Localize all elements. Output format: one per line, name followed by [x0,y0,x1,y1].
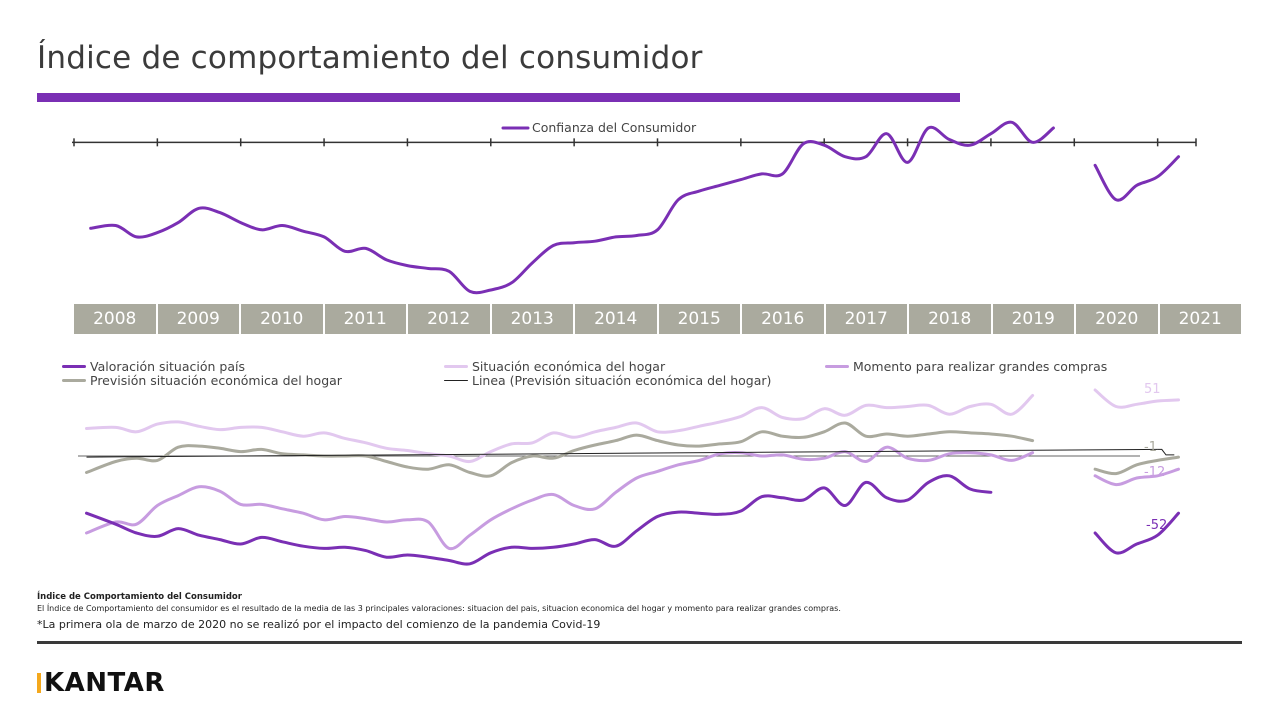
legend-swatch-prevision [62,379,86,382]
end-label-minus-1: -1 [1144,440,1157,455]
year-label-2021: 2021 [1159,304,1241,334]
year-label-2018: 2018 [909,304,993,334]
footnotes: Índice de Comportamiento del Consumidor … [37,592,1247,632]
legend-label-compras: Momento para realizar grandes compras [853,359,1108,374]
legend-linea: Linea (Previsión situación económica del… [444,373,771,388]
confianza-chart: Confianza del Consumidor [72,120,1197,295]
series-line-situación-económica-del-hogar [1093,388,1180,409]
year-label-2020: 2020 [1076,304,1160,334]
page-title: Índice de comportamiento del consumidor [37,40,703,76]
chart1-legend-label: Confianza del Consumidor [532,120,697,135]
legend-label-prevision: Previsión situación económica del hogar [90,373,342,388]
kantar-logo: KANTAR [37,668,165,698]
series-line-valoración-situación-país [1093,511,1180,555]
series-line-momento-para-realizar-grandes-compras [1093,467,1180,487]
series-line-confianza [1093,155,1180,202]
legend-compras: Momento para realizar grandes compras [825,359,1107,374]
series-line-previsión-situación-económica-del-hogar [85,421,1035,478]
series-line-previsión-situación-económica-del-hogar [1093,455,1180,476]
series-line-situación-económica-del-hogar [85,394,1035,464]
end-label-minus-52: -52 [1146,518,1167,533]
year-label-2016: 2016 [742,304,826,334]
charts-canvas: Confianza del Consumidor 51 -1 -12 -52 [72,120,1197,566]
trendline-prevision [86,448,1158,458]
legend-pais: Valoración situación país [62,359,245,374]
legend-prevision: Previsión situación económica del hogar [62,373,342,388]
footer-divider [37,641,1242,644]
legend-label-linea: Linea (Previsión situación económica del… [472,373,772,388]
kantar-logo-mark [37,673,41,693]
year-label-2013: 2013 [491,304,575,334]
legend-swatch-pais [62,365,86,368]
legend-label-hogar: Situación económica del hogar [472,359,666,374]
title-accent-bar [37,93,960,102]
note-text: El Índice de Comportamiento del consumid… [37,604,841,613]
year-label-2019: 2019 [992,304,1076,334]
series-line-momento-para-realizar-grandes-compras [85,445,1035,551]
legend-swatch-hogar [444,365,468,368]
kantar-logo-text: KANTAR [44,668,165,698]
series-line-valoración-situación-país [85,474,993,566]
year-label-2017: 2017 [825,304,909,334]
year-label-2012: 2012 [408,304,492,334]
end-label-51: 51 [1144,382,1161,397]
end-label-minus-12: -12 [1144,465,1165,480]
year-axis-strip: 2008 2009 2010 2011 2012 2013 2014 2015 2016 2017… [74,304,1241,334]
year-label-2015: 2015 [658,304,742,334]
series-line-confianza [89,120,1055,295]
year-label-2009: 2009 [157,304,241,334]
note-title: Índice de Comportamiento del Consumidor [37,592,242,602]
legend-swatch-compras [825,365,849,368]
year-label-2008: 2008 [74,304,158,334]
note-covid: *La primera ola de marzo de 2020 no se r… [37,618,601,631]
legend-label-pais: Valoración situación país [90,359,245,374]
legend-swatch-linea [444,380,468,381]
year-label-2011: 2011 [324,304,408,334]
year-label-2010: 2010 [241,304,325,334]
trendline-end-step [1157,448,1175,456]
legend-hogar: Situación económica del hogar [444,359,665,374]
year-label-2014: 2014 [575,304,659,334]
components-chart: 51 -1 -12 -52 [78,382,1180,566]
